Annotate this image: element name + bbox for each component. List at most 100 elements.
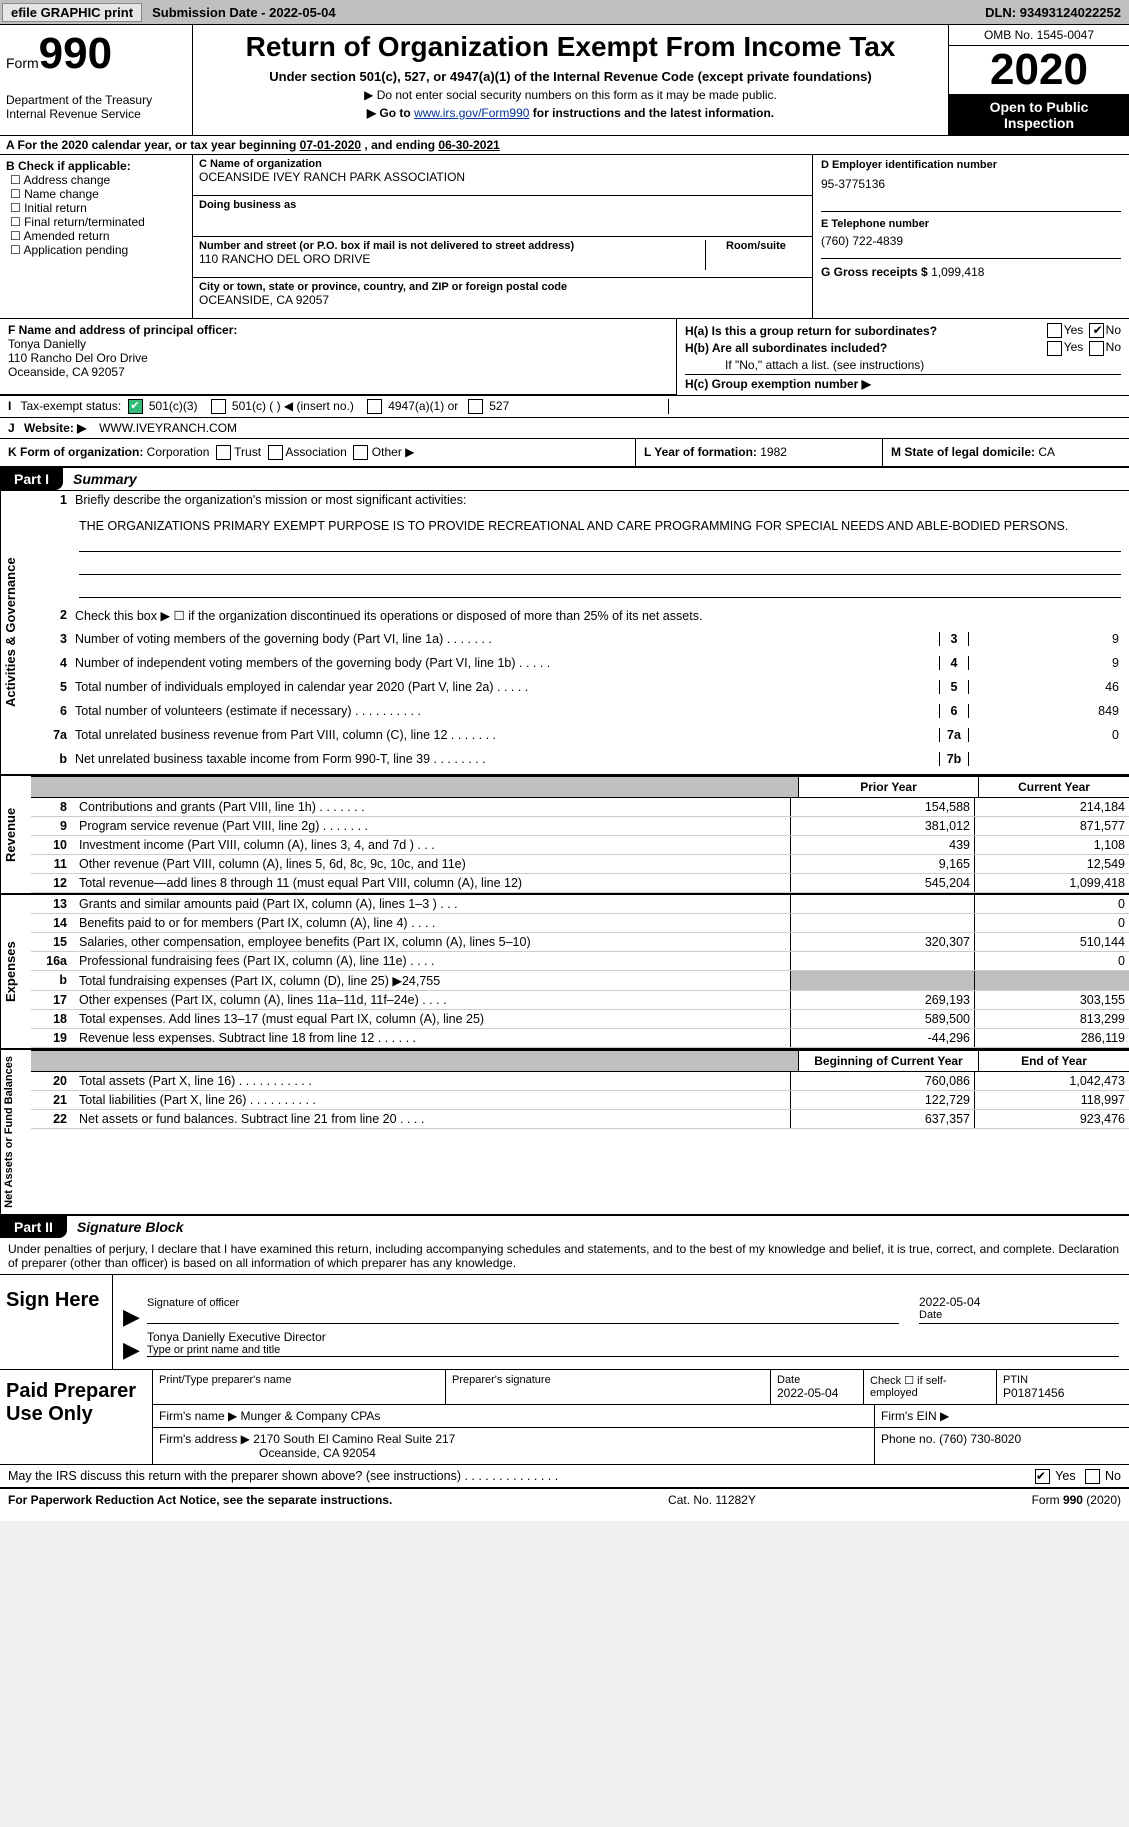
section-m: M State of legal domicile: CA	[882, 439, 1129, 466]
section-c: C Name of organization OCEANSIDE IVEY RA…	[193, 155, 813, 318]
k-o3: Association	[285, 445, 346, 459]
room-suite: Room/suite	[705, 240, 806, 270]
chk-trust[interactable]	[216, 445, 231, 460]
chk-app-pending[interactable]: ☐ Application pending	[10, 243, 186, 257]
typed-name-field: Tonya Danielly Executive Director Type o…	[147, 1330, 1119, 1357]
open1: Open to Public	[949, 99, 1129, 115]
table-row: 11Other revenue (Part VIII, column (A), …	[31, 855, 1129, 874]
chk-assoc[interactable]	[268, 445, 283, 460]
chk-initial-return[interactable]: ☐ Initial return	[10, 201, 186, 215]
ha-label: H(a) Is this a group return for subordin…	[685, 324, 937, 338]
firm-addr-hint: Firm's address ▶	[159, 1432, 250, 1446]
part1-header: Part I Summary	[0, 468, 1129, 490]
prep-date-hint: Date	[777, 1374, 857, 1386]
gross-receipts: G Gross receipts $ 1,099,418	[821, 265, 1121, 279]
table-row: 7aTotal unrelated business revenue from …	[31, 726, 1129, 750]
header: Form990 Department of the Treasury Inter…	[0, 25, 1129, 136]
department: Department of the Treasury Internal Reve…	[6, 93, 186, 121]
vlabel-revenue: Revenue	[0, 776, 31, 893]
ha-no[interactable]	[1089, 323, 1104, 338]
irs-yes[interactable]	[1035, 1469, 1050, 1484]
hb-no-l: No	[1106, 340, 1121, 354]
na-header: Beginning of Current Year End of Year	[31, 1050, 1129, 1072]
part1-tag: Part I	[0, 468, 63, 490]
prep-check-hint: Check ☐ if self-employed	[870, 1374, 990, 1399]
row-j: J Website: ▶ WWW.IVEYRANCH.COM	[0, 418, 1129, 439]
omb-number: OMB No. 1545-0047	[949, 25, 1129, 46]
hb-no[interactable]	[1089, 341, 1104, 356]
ha-yes[interactable]	[1047, 323, 1062, 338]
hb-yes[interactable]	[1047, 341, 1062, 356]
irs-yes-l: Yes	[1055, 1469, 1075, 1483]
chk-other[interactable]	[353, 445, 368, 460]
period-label: A For the 2020 calendar year, or tax yea…	[6, 138, 300, 152]
table-row: 12Total revenue—add lines 8 through 11 (…	[31, 874, 1129, 893]
opt3: Final return/terminated	[24, 215, 145, 229]
firm-name: Munger & Company CPAs	[241, 1409, 381, 1423]
form-number: Form990	[6, 29, 186, 79]
open2: Inspection	[949, 115, 1129, 131]
typed-hint: Type or print name and title	[147, 1344, 1119, 1356]
form990-link[interactable]: www.irs.gov/Form990	[414, 106, 529, 120]
hb-label: H(b) Are all subordinates included?	[685, 341, 887, 355]
prep-label: Paid Preparer Use Only	[0, 1370, 153, 1464]
irs-discuss: May the IRS discuss this return with the…	[0, 1465, 1129, 1489]
vlabel-netassets: Net Assets or Fund Balances	[0, 1050, 31, 1214]
table-row: 15Salaries, other compensation, employee…	[31, 933, 1129, 952]
chk-501c[interactable]	[211, 399, 226, 414]
l1-label: Briefly describe the organization's miss…	[75, 493, 1123, 507]
ha-no-l: No	[1106, 323, 1121, 337]
chk-address-change[interactable]: ☐ Address change	[10, 173, 186, 187]
hb-yes-l: Yes	[1064, 340, 1084, 354]
irs-no[interactable]	[1085, 1469, 1100, 1484]
subtitle-2: ▶ Do not enter social security numbers o…	[201, 88, 940, 102]
chk-name-change[interactable]: ☐ Name change	[10, 187, 186, 201]
sub3-post: for instructions and the latest informat…	[529, 106, 774, 120]
ha-yesno: Yes No	[971, 323, 1121, 338]
governance-body: 1 Briefly describe the organization's mi…	[31, 491, 1129, 774]
row-klm: K Form of organization: Corporation Trus…	[0, 439, 1129, 468]
officer-name: Tonya Danielly	[8, 337, 86, 351]
table-row: 6Total number of volunteers (estimate if…	[31, 702, 1129, 726]
officer-signature-field[interactable]: Signature of officer	[147, 1281, 899, 1324]
prep-row1: Print/Type preparer's name Preparer's si…	[153, 1370, 1129, 1405]
vlabel-governance: Activities & Governance	[0, 491, 31, 774]
b-label: B Check if applicable:	[6, 159, 131, 173]
chk-amended[interactable]: ☐ Amended return	[10, 229, 186, 243]
open-to-public: Open to Public Inspection	[949, 95, 1129, 135]
na-rows: 20Total assets (Part X, line 16) . . . .…	[31, 1072, 1129, 1129]
table-row: 21Total liabilities (Part X, line 26) . …	[31, 1091, 1129, 1110]
dln-label: DLN:	[985, 5, 1020, 20]
officer-addr2: Oceanside, CA 92057	[8, 365, 125, 379]
table-row: 9Program service revenue (Part VIII, lin…	[31, 817, 1129, 836]
chk-501c3[interactable]	[128, 399, 143, 414]
section-k: K Form of organization: Corporation Trus…	[0, 439, 635, 466]
tax-year: 2020	[949, 46, 1129, 95]
part1-netassets: Net Assets or Fund Balances Beginning of…	[0, 1048, 1129, 1214]
table-row: 14Benefits paid to or for members (Part …	[31, 914, 1129, 933]
prep-ptin-hint: PTIN	[1003, 1374, 1123, 1386]
submission-date: Submission Date - 2022-05-04	[144, 5, 344, 20]
section-f: F Name and address of principal officer:…	[0, 319, 677, 395]
year-value: 2020	[949, 48, 1129, 92]
begin-year-hdr: Beginning of Current Year	[798, 1051, 978, 1071]
end-year-hdr: End of Year	[978, 1051, 1129, 1071]
efile-print-button[interactable]: efile GRAPHIC print	[2, 3, 142, 22]
subdate-value: 2022-05-04	[269, 5, 336, 20]
prep-print-hint: Print/Type preparer's name	[159, 1374, 439, 1386]
sig-date-hint: Date	[919, 1309, 1119, 1321]
tax-period: A For the 2020 calendar year, or tax yea…	[0, 136, 1129, 155]
firm-phone-hint: Phone no.	[881, 1432, 939, 1446]
website-value: WWW.IVEYRANCH.COM	[99, 421, 237, 435]
i-o3: 4947(a)(1) or	[388, 399, 458, 413]
firm-phone: (760) 730-8020	[939, 1432, 1021, 1446]
opt0: Address change	[23, 173, 110, 187]
chk-527[interactable]	[468, 399, 483, 414]
addr-row: Room/suite Number and street (or P.O. bo…	[193, 237, 812, 278]
opt5: Application pending	[23, 243, 128, 257]
i-o1: 501(c)(3)	[149, 399, 198, 413]
chk-4947[interactable]	[367, 399, 382, 414]
form-title: Return of Organization Exempt From Incom…	[201, 31, 940, 63]
chk-final-return[interactable]: ☐ Final return/terminated	[10, 215, 186, 229]
table-row: 10Investment income (Part VIII, column (…	[31, 836, 1129, 855]
